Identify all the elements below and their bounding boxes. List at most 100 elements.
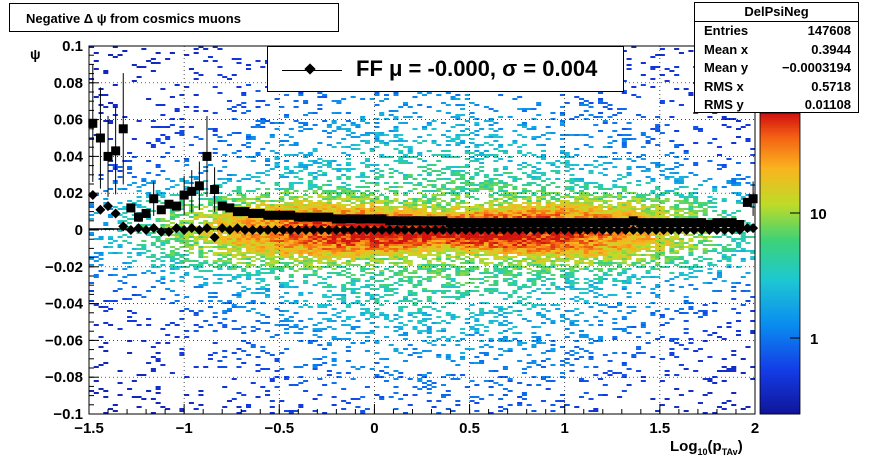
heatmap-cell <box>493 254 499 256</box>
heatmap-cell <box>236 244 242 246</box>
heatmap-cell <box>303 326 309 328</box>
heatmap-cell <box>241 242 247 244</box>
heatmap-cell <box>108 208 114 210</box>
heatmap-cell <box>388 210 394 212</box>
heatmap-cell <box>393 292 399 294</box>
heatmap-cell <box>341 400 347 402</box>
heatmap-cell <box>521 198 527 200</box>
heatmap-cell <box>441 296 447 298</box>
heatmap-cell <box>255 250 261 252</box>
heatmap-cell <box>136 200 142 202</box>
heatmap-cell <box>341 182 347 184</box>
heatmap-cell <box>241 290 247 292</box>
heatmap-cell <box>160 224 166 226</box>
heatmap-cell <box>531 248 537 250</box>
heatmap-cell <box>474 134 480 136</box>
heatmap-cell <box>412 128 418 130</box>
heatmap-cell <box>455 212 461 214</box>
heatmap-cell <box>417 104 423 106</box>
heatmap-cell <box>369 226 375 228</box>
heatmap-cell <box>231 250 237 252</box>
heatmap-cell <box>345 254 351 256</box>
heatmap-cell <box>412 292 418 294</box>
heatmap-cell <box>322 286 328 288</box>
heatmap-cell <box>312 178 318 180</box>
heatmap-cell <box>269 134 275 136</box>
heatmap-cell <box>341 124 347 126</box>
heatmap-cell <box>245 264 252 266</box>
heatmap-cell <box>326 164 332 166</box>
heatmap-cell <box>345 112 351 114</box>
heatmap-cell <box>245 404 252 406</box>
heatmap-cell <box>245 252 252 254</box>
heatmap-cell <box>293 232 299 234</box>
heatmap-cell <box>103 224 109 226</box>
heatmap-cell <box>383 244 389 246</box>
heatmap-cell <box>531 216 537 218</box>
heatmap-cell <box>279 196 285 198</box>
heatmap-cell <box>336 142 342 144</box>
heatmap-cell <box>379 358 385 360</box>
heatmap-cell <box>274 222 280 224</box>
heatmap-cell <box>540 248 546 250</box>
heatmap-cell <box>469 206 475 208</box>
heatmap-cell <box>417 204 423 206</box>
heatmap-cell <box>193 260 199 262</box>
heatmap-cell <box>231 232 237 234</box>
heatmap-cell <box>265 174 271 176</box>
heatmap-cell <box>488 346 494 348</box>
heatmap-cell <box>326 242 332 244</box>
heatmap-cell <box>326 222 332 224</box>
heatmap-cell <box>388 276 394 278</box>
heatmap-cell <box>479 244 485 246</box>
heatmap-cell <box>441 284 447 286</box>
heatmap-cell <box>407 208 413 210</box>
heatmap-cell <box>345 246 351 248</box>
heatmap-cell <box>179 246 185 248</box>
heatmap-cell <box>250 136 256 138</box>
heatmap-cell <box>469 208 475 210</box>
heatmap-cell <box>502 150 508 152</box>
heatmap-cell <box>231 378 237 380</box>
heatmap-cell <box>383 242 389 244</box>
heatmap-cell <box>303 164 309 166</box>
heatmap-cell <box>279 176 285 178</box>
heatmap-cell <box>360 312 366 314</box>
heatmap-cell <box>269 236 275 238</box>
heatmap-cell <box>322 226 328 228</box>
heatmap-cell <box>398 242 404 244</box>
heatmap-cell <box>498 242 504 244</box>
heatmap-cell <box>217 184 223 186</box>
heatmap-cell <box>502 270 508 272</box>
heatmap-cell <box>374 164 380 166</box>
heatmap-cell <box>526 280 532 282</box>
heatmap-cell <box>521 298 527 300</box>
heatmap-cell <box>241 326 247 328</box>
heatmap-cell <box>374 224 380 226</box>
heatmap-cell <box>517 152 523 154</box>
heatmap-cell <box>521 236 527 238</box>
heatmap-cell <box>426 206 432 208</box>
heatmap-cell <box>450 286 456 288</box>
heatmap-cell <box>317 222 323 224</box>
heatmap-cell <box>288 246 294 248</box>
heatmap-cell <box>307 260 313 262</box>
heatmap-cell <box>450 280 456 282</box>
heatmap-cell <box>445 254 451 256</box>
heatmap-cell <box>383 188 389 190</box>
heatmap-cell <box>217 92 223 94</box>
heatmap-cell <box>160 202 166 204</box>
heatmap-cell <box>331 146 337 148</box>
heatmap-cell <box>464 196 470 198</box>
heatmap-cell <box>369 182 375 184</box>
heatmap-cell <box>341 300 347 302</box>
heatmap-cell <box>231 132 237 134</box>
heatmap-cell <box>150 254 156 256</box>
heatmap-cell <box>426 260 432 262</box>
heatmap-cell <box>307 246 313 248</box>
heatmap-cell <box>422 250 428 252</box>
heatmap-cell <box>288 184 294 186</box>
heatmap-cell <box>545 178 551 180</box>
heatmap-cell <box>345 120 351 122</box>
heatmap-cell <box>479 258 485 260</box>
